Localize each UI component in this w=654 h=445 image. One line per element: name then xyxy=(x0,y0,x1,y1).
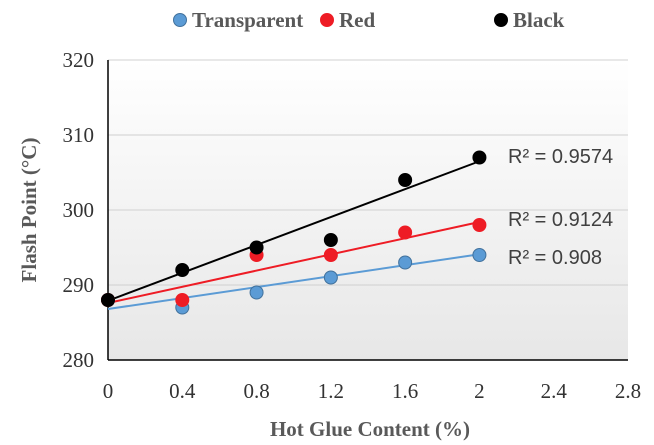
trendlines xyxy=(107,160,480,310)
r2-labels: R² = 0.908 R² = 0.9124 R² = 0.9574 xyxy=(508,146,613,269)
y-tick-label: 280 xyxy=(63,348,95,372)
x-tick-label: 2.4 xyxy=(541,379,568,403)
data-point-transparent xyxy=(249,285,264,300)
y-tick-label: 290 xyxy=(63,273,95,297)
data-point-black xyxy=(175,263,190,277)
data-point-transparent xyxy=(398,255,413,270)
data-point-black xyxy=(398,173,413,187)
legend: Transparent Red Black xyxy=(173,8,565,32)
x-tick-label: 0.4 xyxy=(169,379,196,403)
data-point-red xyxy=(323,248,338,262)
data-point-black xyxy=(101,293,115,307)
x-tick-label: 2.8 xyxy=(615,379,641,403)
x-tick-label: 0 xyxy=(103,379,114,403)
data-point-red xyxy=(175,293,190,307)
y-tick-label: 300 xyxy=(63,198,95,222)
x-tick-label: 1.2 xyxy=(318,379,344,403)
legend-marker-red xyxy=(320,13,334,27)
trendline-transparent xyxy=(107,253,480,310)
data-point-red xyxy=(472,218,487,232)
y-tick-label: 320 xyxy=(63,48,95,72)
y-tick-labels: 280 290 300 310 320 xyxy=(63,48,95,372)
legend-label-red: Red xyxy=(339,8,375,32)
legend-label-black: Black xyxy=(513,8,565,32)
r2-label-transparent: R² = 0.908 xyxy=(508,247,602,269)
x-tick-label: 2 xyxy=(474,379,485,403)
r2-label-red: R² = 0.9124 xyxy=(508,209,613,231)
y-axis-title: Flash Point (°C) xyxy=(17,138,41,283)
axes xyxy=(107,60,628,361)
trendline-red xyxy=(107,221,480,304)
data-point-transparent xyxy=(323,270,338,285)
data-point-black xyxy=(472,150,487,165)
y-tick-label: 310 xyxy=(63,123,95,147)
legend-label-transparent: Transparent xyxy=(192,8,303,32)
x-axis-title: Hot Glue Content (%) xyxy=(270,417,470,441)
x-tick-labels: 0 0.4 0.8 1.2 1.6 2 2.4 2.8 xyxy=(103,379,641,403)
x-tick-label: 1.6 xyxy=(392,379,418,403)
r2-label-black: R² = 0.9574 xyxy=(508,146,613,168)
legend-marker-transparent xyxy=(173,13,187,27)
x-tick-label: 0.8 xyxy=(243,379,269,403)
data-point-black xyxy=(323,233,338,247)
data-point-transparent xyxy=(472,248,487,262)
trendline-black xyxy=(107,160,480,302)
data-point-red xyxy=(398,225,413,240)
legend-marker-black xyxy=(494,13,508,27)
data-points xyxy=(101,150,487,315)
data-point-black xyxy=(249,240,264,255)
